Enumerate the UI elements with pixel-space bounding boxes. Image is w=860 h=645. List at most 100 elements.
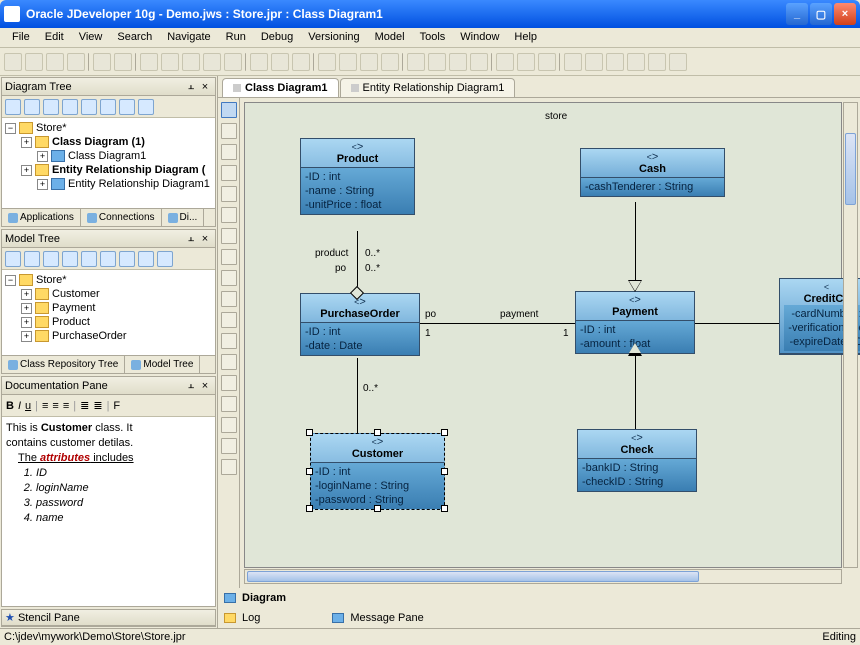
palette-tool[interactable] xyxy=(221,270,237,286)
pane-tab[interactable]: Applications xyxy=(2,209,81,226)
font-button[interactable]: F xyxy=(113,400,120,412)
expand-icon[interactable]: + xyxy=(21,165,32,176)
resize-handle[interactable] xyxy=(441,429,448,436)
pane-tab[interactable]: Model Tree xyxy=(125,356,200,373)
tree-item[interactable]: Customer xyxy=(52,288,100,300)
close-button[interactable]: × xyxy=(834,3,856,25)
toolbar-button[interactable] xyxy=(517,53,535,71)
toolbar-button[interactable] xyxy=(318,53,336,71)
pane-tab[interactable]: Class Repository Tree xyxy=(2,356,125,373)
expand-icon[interactable]: + xyxy=(21,331,32,342)
resize-handle[interactable] xyxy=(441,468,448,475)
bold-button[interactable]: B xyxy=(6,400,14,412)
toolbar-button[interactable] xyxy=(250,53,268,71)
toolbar-button[interactable] xyxy=(585,53,603,71)
menu-navigate[interactable]: Navigate xyxy=(161,30,216,45)
toolbar-button[interactable] xyxy=(46,53,64,71)
palette-tool[interactable] xyxy=(221,333,237,349)
collapse-icon[interactable]: − xyxy=(5,275,16,286)
palette-tool[interactable] xyxy=(221,417,237,433)
toolbar-button[interactable] xyxy=(182,53,200,71)
toolbar-button[interactable] xyxy=(564,53,582,71)
toolbar-button[interactable] xyxy=(496,53,514,71)
menu-window[interactable]: Window xyxy=(454,30,505,45)
doc-content[interactable]: This is Customer class. It contains cust… xyxy=(2,417,215,530)
tree-root[interactable]: Store* xyxy=(36,122,67,134)
expand-icon[interactable]: + xyxy=(21,303,32,314)
toolbar-button[interactable] xyxy=(271,53,289,71)
menu-file[interactable]: File xyxy=(6,30,36,45)
toolbar-button[interactable] xyxy=(203,53,221,71)
resize-handle[interactable] xyxy=(306,429,313,436)
tree-root[interactable]: Store* xyxy=(36,274,67,286)
underline-button[interactable]: u xyxy=(25,400,31,412)
palette-tool[interactable] xyxy=(221,123,237,139)
toolbar-button[interactable] xyxy=(606,53,624,71)
toolbar-button[interactable] xyxy=(93,53,111,71)
resize-handle[interactable] xyxy=(374,429,381,436)
toolbar-button[interactable] xyxy=(138,99,154,115)
maximize-button[interactable]: ▢ xyxy=(810,3,832,25)
toolbar-button[interactable] xyxy=(449,53,467,71)
menu-edit[interactable]: Edit xyxy=(39,30,70,45)
pane-tab[interactable]: Di... xyxy=(162,209,205,226)
editor-tab[interactable]: Entity Relationship Diagram1 xyxy=(340,78,516,97)
menu-debug[interactable]: Debug xyxy=(255,30,299,45)
palette-tool[interactable] xyxy=(221,144,237,160)
toolbar-button[interactable] xyxy=(161,53,179,71)
resize-handle[interactable] xyxy=(306,505,313,512)
toolbar-button[interactable] xyxy=(669,53,687,71)
minimize-button[interactable]: _ xyxy=(786,3,808,25)
toolbar-button[interactable] xyxy=(24,251,40,267)
palette-tool[interactable] xyxy=(221,396,237,412)
toolbar-button[interactable] xyxy=(100,99,116,115)
toolbar-button[interactable] xyxy=(67,53,85,71)
expand-icon[interactable]: + xyxy=(21,317,32,328)
align-right-button[interactable]: ≡ xyxy=(63,400,69,412)
toolbar-button[interactable] xyxy=(5,251,21,267)
tree-item[interactable]: Entity Relationship Diagram ( xyxy=(52,164,205,176)
toolbar-button[interactable] xyxy=(157,251,173,267)
palette-tool[interactable] xyxy=(221,207,237,223)
toolbar-button[interactable] xyxy=(62,251,78,267)
toolbar-button[interactable] xyxy=(43,251,59,267)
toolbar-button[interactable] xyxy=(100,251,116,267)
toolbar-button[interactable] xyxy=(470,53,488,71)
list-button[interactable]: ≣ xyxy=(80,399,89,412)
toolbar-button[interactable] xyxy=(24,99,40,115)
toolbar-button[interactable] xyxy=(81,251,97,267)
diagram-canvas[interactable]: store <>Product-ID : int-name : String-u… xyxy=(240,98,860,588)
tree-item[interactable]: Product xyxy=(52,316,90,328)
menu-run[interactable]: Run xyxy=(220,30,252,45)
expand-icon[interactable]: + xyxy=(21,289,32,300)
align-left-button[interactable]: ≡ xyxy=(42,400,48,412)
stencil-pane-tab[interactable]: ★ Stencil Pane xyxy=(1,609,216,627)
toolbar-button[interactable] xyxy=(428,53,446,71)
toolbar-button[interactable] xyxy=(81,99,97,115)
align-center-button[interactable]: ≡ xyxy=(52,400,58,412)
resize-handle[interactable] xyxy=(441,505,448,512)
menu-tools[interactable]: Tools xyxy=(414,30,452,45)
palette-tool[interactable] xyxy=(221,102,237,118)
italic-button[interactable]: I xyxy=(18,400,21,412)
toolbar-button[interactable] xyxy=(119,251,135,267)
toolbar-button[interactable] xyxy=(138,251,154,267)
palette-tool[interactable] xyxy=(221,165,237,181)
toolbar-button[interactable] xyxy=(140,53,158,71)
tree-item[interactable]: Class Diagram1 xyxy=(68,150,146,162)
vertical-scrollbar[interactable] xyxy=(843,102,858,568)
toolbar-button[interactable] xyxy=(339,53,357,71)
menu-versioning[interactable]: Versioning xyxy=(302,30,365,45)
toolbar-button[interactable] xyxy=(62,99,78,115)
palette-tool[interactable] xyxy=(221,375,237,391)
toolbar-button[interactable] xyxy=(381,53,399,71)
palette-tool[interactable] xyxy=(221,438,237,454)
log-tab[interactable]: Log xyxy=(242,612,260,624)
class-purchaseorder[interactable]: <>PurchaseOrder-ID : int-date : Date xyxy=(300,293,420,356)
list-button[interactable]: ≣ xyxy=(93,399,102,412)
toolbar-button[interactable] xyxy=(292,53,310,71)
palette-tool[interactable] xyxy=(221,354,237,370)
toolbar-button[interactable] xyxy=(407,53,425,71)
menu-model[interactable]: Model xyxy=(369,30,411,45)
toolbar-button[interactable] xyxy=(224,53,242,71)
